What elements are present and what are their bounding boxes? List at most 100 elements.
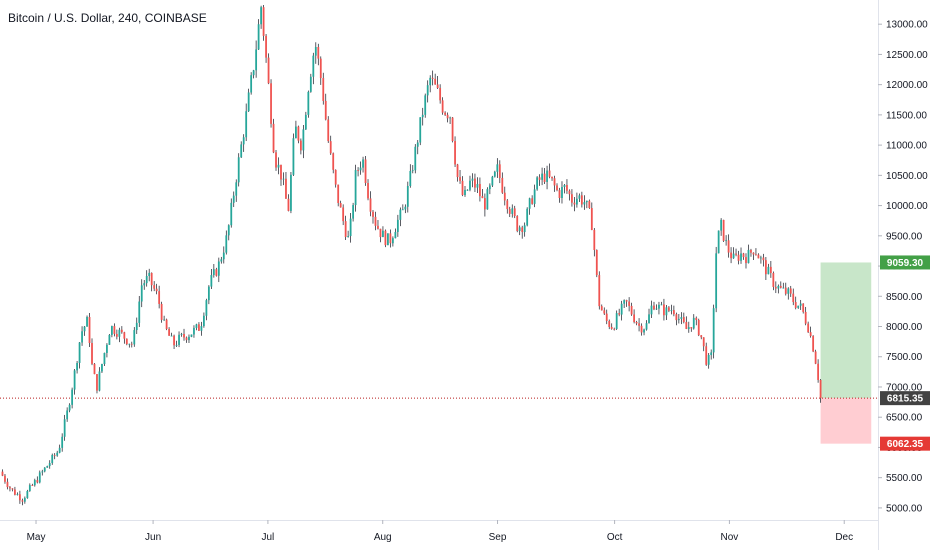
candle-body bbox=[242, 137, 245, 145]
candle-body bbox=[416, 142, 419, 147]
candle-body bbox=[235, 182, 238, 196]
candle-body bbox=[747, 249, 750, 264]
candle-body bbox=[553, 178, 556, 186]
candle-body bbox=[737, 254, 740, 261]
candle-body bbox=[436, 84, 439, 88]
candle-body bbox=[426, 85, 429, 96]
candle-body bbox=[81, 331, 83, 343]
candle-body bbox=[429, 77, 432, 86]
candle-body bbox=[419, 117, 422, 143]
price-tick-label: 5500.00 bbox=[886, 473, 923, 484]
current-price-badge-label: 6815.35 bbox=[887, 394, 924, 405]
candle-body bbox=[138, 301, 141, 323]
candle-body bbox=[670, 310, 673, 311]
candle-body bbox=[377, 225, 379, 229]
candle-body bbox=[217, 261, 220, 276]
candle-body bbox=[665, 307, 668, 316]
candle-body bbox=[685, 322, 688, 329]
candle-body bbox=[314, 46, 317, 56]
candle-body bbox=[695, 317, 698, 320]
candle-body bbox=[1, 471, 4, 476]
candle-body bbox=[521, 227, 524, 233]
candle-body bbox=[648, 314, 650, 324]
candle-body bbox=[277, 164, 280, 168]
candle-body bbox=[58, 447, 61, 453]
target-zone[interactable] bbox=[820, 262, 872, 399]
candle-body bbox=[523, 225, 526, 233]
candle-body bbox=[329, 141, 332, 154]
candle-body bbox=[531, 198, 534, 204]
candle-body bbox=[645, 323, 648, 330]
candle-body bbox=[110, 326, 113, 335]
candle-body bbox=[394, 231, 397, 239]
candle-body bbox=[610, 326, 613, 329]
candle-body bbox=[501, 177, 504, 193]
candle-body bbox=[401, 209, 404, 211]
candle-body bbox=[357, 170, 359, 171]
candle-body bbox=[777, 285, 780, 289]
candle-body bbox=[143, 283, 146, 286]
candle-body bbox=[650, 305, 653, 315]
candle-body bbox=[135, 322, 138, 331]
candle-body bbox=[175, 344, 178, 346]
candle-body bbox=[327, 119, 330, 142]
candle-body bbox=[210, 275, 213, 287]
candle-body bbox=[561, 186, 563, 198]
candle-body bbox=[424, 95, 427, 115]
candle-body bbox=[96, 374, 98, 391]
candle-body bbox=[566, 185, 568, 191]
candle-body bbox=[655, 308, 658, 310]
candle-body bbox=[618, 313, 621, 315]
time-axis[interactable]: May Jun Jul Aug Sep Oct Nov Dec bbox=[27, 520, 854, 543]
candle-body bbox=[391, 238, 394, 244]
candle-body bbox=[267, 57, 270, 84]
candle-body bbox=[603, 310, 606, 314]
candle-body bbox=[578, 195, 581, 199]
candle-body bbox=[767, 266, 770, 275]
candle-body bbox=[212, 269, 215, 276]
candle-body bbox=[799, 303, 802, 306]
candle-body bbox=[354, 170, 357, 206]
candle-body bbox=[466, 189, 469, 191]
candle-body bbox=[312, 55, 315, 77]
candle-body bbox=[16, 494, 19, 496]
stop-zone[interactable] bbox=[820, 398, 872, 444]
plot-area[interactable] bbox=[0, 4, 878, 506]
candle-body bbox=[411, 170, 414, 172]
candle-body bbox=[334, 169, 337, 185]
candle-body bbox=[690, 327, 693, 329]
candle-body bbox=[595, 249, 598, 276]
price-tick-label: 12000.00 bbox=[886, 80, 928, 91]
candle-body bbox=[295, 126, 297, 139]
candle-body bbox=[145, 276, 148, 284]
candle-body bbox=[66, 410, 69, 420]
price-tick-label: 11500.00 bbox=[886, 110, 927, 121]
candle-body bbox=[548, 170, 551, 177]
candle-body bbox=[317, 46, 320, 59]
price-tick-label: 9500.00 bbox=[886, 231, 923, 242]
candle-body bbox=[600, 306, 603, 311]
candle-body bbox=[491, 176, 494, 186]
candle-body bbox=[558, 190, 561, 198]
candle-body bbox=[93, 363, 96, 375]
candle-body bbox=[583, 202, 586, 205]
candle-body bbox=[663, 304, 665, 316]
candle-body bbox=[78, 342, 81, 363]
candle-body bbox=[71, 389, 74, 405]
candle-body bbox=[431, 77, 434, 79]
candle-body bbox=[762, 257, 765, 261]
candle-body bbox=[195, 324, 198, 328]
candle-body bbox=[725, 240, 727, 242]
candle-body bbox=[73, 370, 76, 390]
candle-body bbox=[153, 285, 156, 289]
price-tick-label: 8500.00 bbox=[886, 292, 923, 303]
time-tick-label: Sep bbox=[489, 532, 507, 543]
candle-body bbox=[297, 126, 300, 141]
candle-body bbox=[128, 343, 131, 345]
price-tick-label: 7500.00 bbox=[886, 352, 923, 363]
candle-body bbox=[322, 78, 325, 101]
candle-body bbox=[735, 253, 737, 255]
candle-body bbox=[319, 58, 322, 79]
candle-body bbox=[280, 164, 282, 180]
